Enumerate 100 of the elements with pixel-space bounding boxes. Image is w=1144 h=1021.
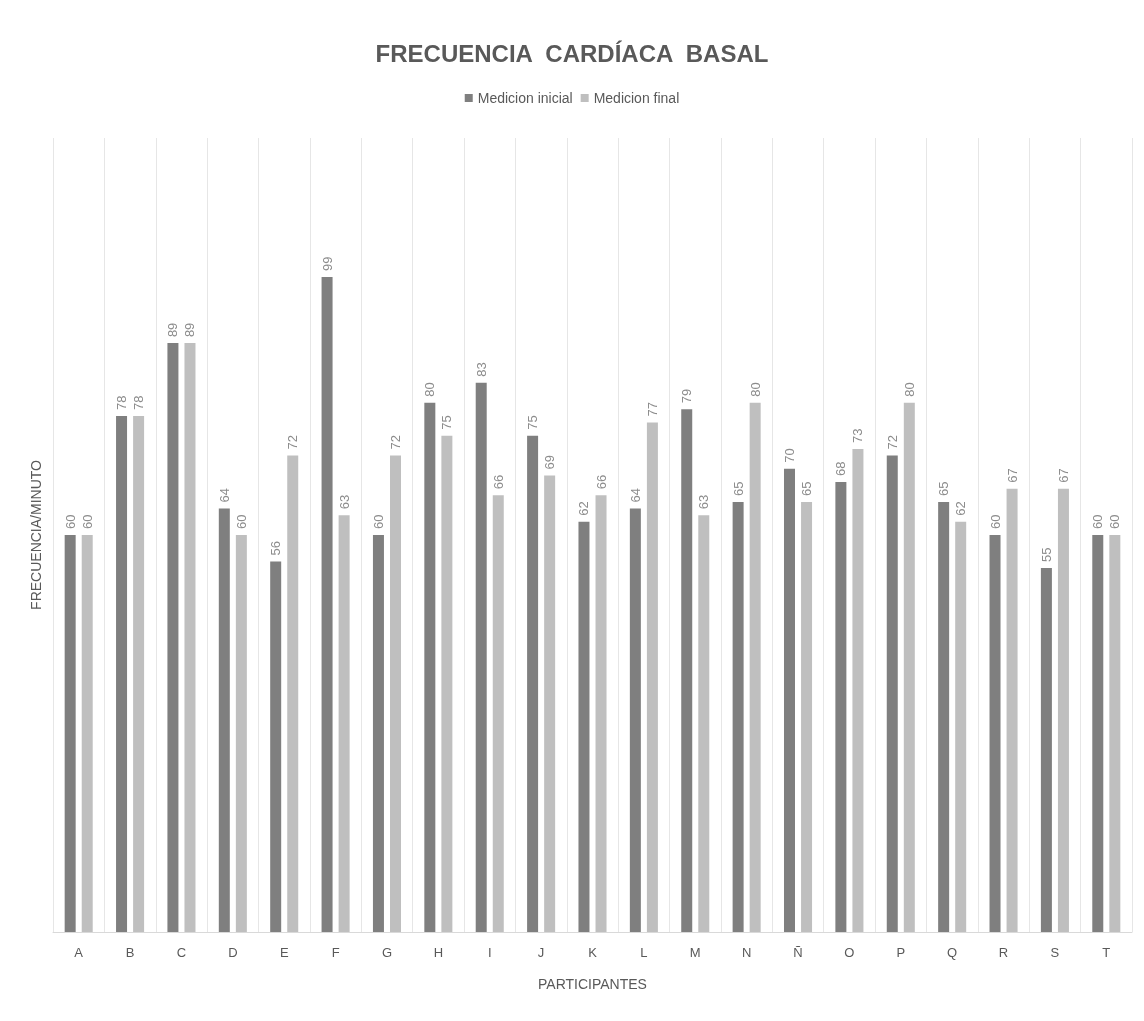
data-label: 60 — [1107, 514, 1123, 529]
x-tick-label: C — [176, 945, 187, 960]
bar — [886, 455, 898, 932]
data-label: 60 — [79, 514, 95, 529]
x-tick-label: Ñ — [793, 945, 803, 960]
x-tick-label: R — [998, 945, 1009, 960]
x-tick-label: B — [125, 945, 135, 960]
x-tick-label: A — [74, 945, 84, 960]
data-label: 78 — [114, 395, 130, 410]
bar — [646, 422, 658, 932]
bar — [903, 402, 915, 932]
bar — [441, 435, 453, 932]
bar — [492, 495, 504, 932]
data-label: 64 — [216, 488, 232, 503]
data-label: 79 — [679, 388, 695, 404]
bar — [938, 501, 950, 932]
bar — [64, 535, 76, 932]
data-label: 60 — [62, 514, 78, 529]
data-label: 72 — [285, 435, 301, 450]
data-label: 89 — [165, 322, 181, 338]
legend-label: Medicion final — [593, 90, 680, 106]
x-tick-label: L — [640, 945, 648, 960]
bar — [390, 455, 401, 932]
x-tick-label: H — [433, 945, 444, 960]
x-tick-label: T — [1102, 945, 1111, 960]
bar — [270, 561, 282, 932]
data-label: 60 — [370, 514, 386, 529]
bar — [1057, 488, 1069, 932]
data-label: 80 — [747, 382, 763, 397]
bar — [1006, 488, 1018, 932]
data-label: 60 — [987, 514, 1003, 529]
x-tick-label: K — [588, 945, 598, 960]
data-label: 89 — [182, 322, 198, 338]
bar — [424, 402, 436, 932]
data-label: 62 — [953, 501, 969, 516]
data-label: 56 — [268, 541, 284, 556]
bar — [955, 521, 967, 932]
bar — [544, 475, 556, 932]
data-label: 75 — [439, 415, 455, 430]
bar — [732, 501, 744, 932]
bar — [527, 435, 539, 932]
data-label: 75 — [525, 415, 541, 430]
data-label: 67 — [1055, 468, 1071, 483]
bar — [784, 468, 795, 932]
bar — [852, 448, 864, 932]
bar — [338, 515, 350, 932]
x-tick-label: P — [896, 945, 906, 960]
data-label: 80 — [422, 382, 438, 397]
x-tick-label: G — [381, 945, 393, 960]
data-label: 60 — [1090, 514, 1106, 529]
data-label: 65 — [730, 481, 746, 496]
x-tick-label: F — [331, 945, 340, 960]
x-tick-label: N — [741, 945, 752, 960]
data-label: 64 — [627, 488, 643, 503]
bar — [1092, 535, 1104, 932]
x-tick-label: O — [844, 945, 855, 960]
data-label: 67 — [1004, 468, 1020, 483]
bar — [287, 455, 299, 932]
x-tick-label: E — [279, 945, 289, 960]
bar — [167, 343, 179, 932]
bar — [372, 535, 384, 932]
data-label: 60 — [233, 514, 249, 529]
bar — [835, 482, 847, 932]
data-label: 78 — [131, 395, 147, 410]
data-label: 65 — [799, 481, 815, 496]
data-label: 66 — [490, 474, 506, 490]
data-label: 72 — [388, 435, 403, 450]
bar — [218, 508, 230, 932]
x-axis-title: PARTICIPANTES — [538, 976, 647, 992]
data-label: 55 — [1038, 547, 1054, 563]
x-tick-label: D — [228, 945, 238, 960]
bar — [681, 409, 693, 932]
bar — [801, 501, 813, 932]
x-tick-label: J — [537, 945, 545, 960]
chart-title: FRECUENCIA CARDÍACA BASAL — [375, 39, 769, 67]
bar — [133, 415, 145, 932]
bar — [989, 535, 1001, 932]
bar — [116, 415, 128, 932]
data-label: 80 — [901, 382, 917, 397]
bar — [184, 343, 196, 932]
data-label: 69 — [542, 454, 558, 470]
bar — [1040, 568, 1052, 932]
data-label: 83 — [473, 362, 489, 377]
data-label: 62 — [576, 501, 592, 516]
data-label: 68 — [833, 461, 849, 477]
x-tick-label: M — [689, 945, 701, 960]
data-label: 65 — [936, 481, 952, 496]
legend-label: Medicion inicial — [477, 90, 573, 106]
data-label: 63 — [696, 494, 712, 510]
bar — [698, 515, 710, 932]
bar — [749, 402, 761, 932]
y-axis-title: FRECUENCIA/MINUTO — [28, 459, 44, 610]
x-tick-label: Q — [947, 945, 958, 960]
bar — [1109, 535, 1121, 932]
bar — [235, 535, 247, 932]
bar — [321, 276, 333, 932]
data-label: 63 — [336, 494, 352, 510]
data-label: 66 — [593, 474, 609, 490]
bar — [629, 508, 641, 932]
data-label: 99 — [319, 256, 335, 271]
